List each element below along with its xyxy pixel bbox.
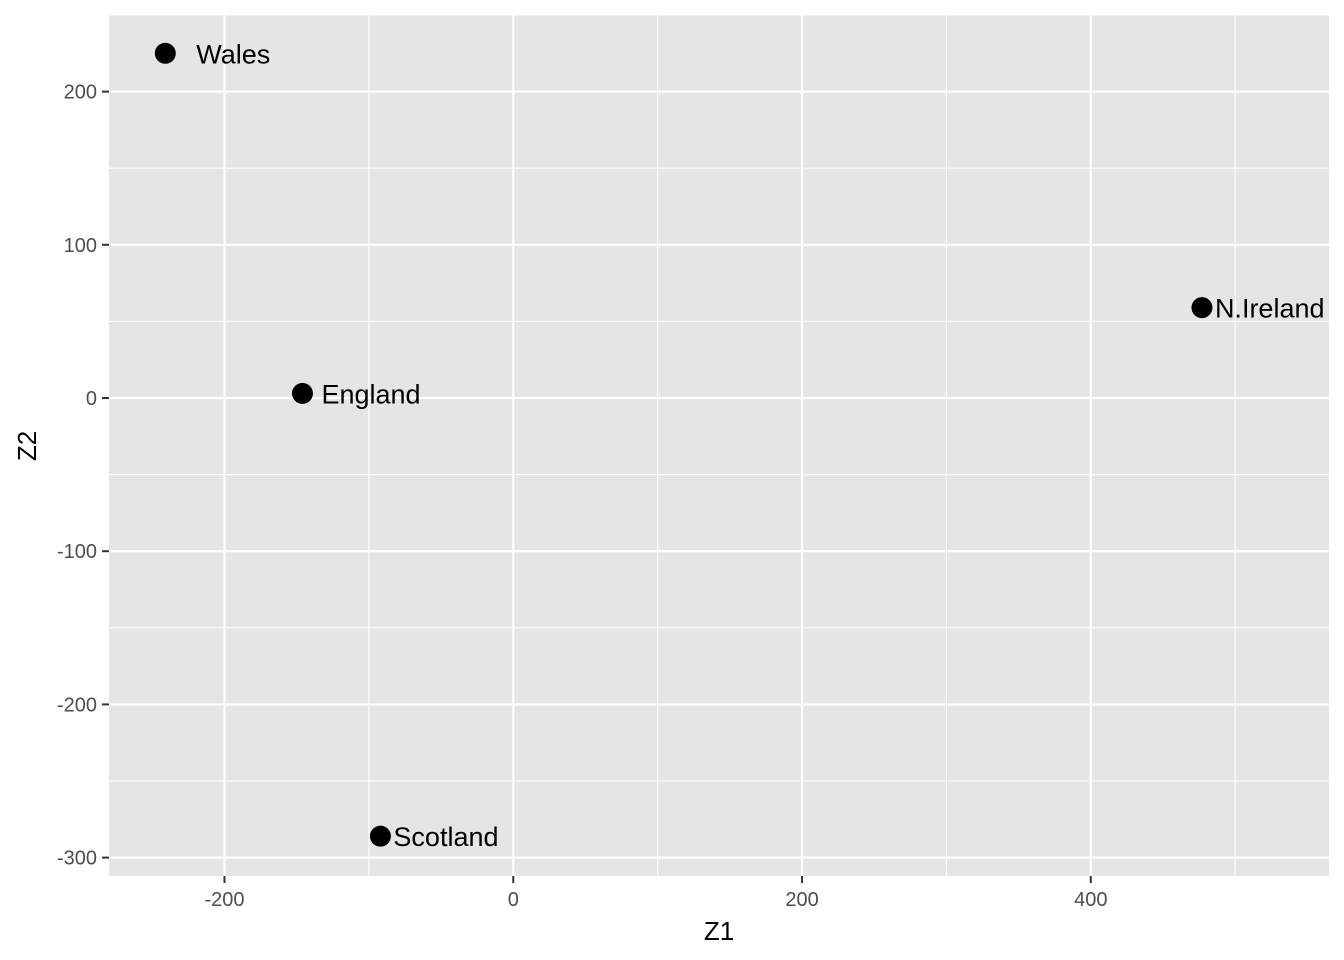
x-axis-title: Z1 bbox=[704, 916, 734, 946]
y-axis: -300 -200 -100 0 100 200 bbox=[57, 82, 109, 870]
y-tick-label: -300 bbox=[57, 848, 97, 870]
point-label: Scotland bbox=[393, 822, 498, 852]
x-tick-label: -200 bbox=[204, 889, 244, 911]
y-tick-label: 100 bbox=[64, 235, 97, 257]
plot-panel bbox=[109, 15, 1329, 876]
y-tick-label: 0 bbox=[86, 388, 97, 410]
data-point bbox=[291, 382, 313, 404]
data-point bbox=[369, 825, 391, 847]
data-point bbox=[154, 42, 176, 64]
major-gridlines bbox=[109, 15, 1329, 876]
minor-gridlines bbox=[109, 14, 1329, 876]
y-tick-label: 200 bbox=[64, 82, 97, 104]
x-tick-label: 400 bbox=[1074, 889, 1107, 911]
y-tick-label: -200 bbox=[57, 694, 97, 716]
data-points: Wales England Scotland N.Ireland bbox=[154, 39, 1325, 852]
x-tick-label: 0 bbox=[508, 889, 519, 911]
x-tick-label: 200 bbox=[785, 889, 818, 911]
data-point bbox=[1191, 297, 1213, 319]
y-tick-label: -100 bbox=[57, 541, 97, 563]
y-axis-title: Z2 bbox=[12, 431, 42, 461]
x-axis: -200 0 200 400 bbox=[204, 876, 1107, 911]
point-label: England bbox=[321, 379, 420, 409]
point-label: Wales bbox=[196, 39, 270, 69]
point-label: N.Ireland bbox=[1215, 294, 1325, 324]
